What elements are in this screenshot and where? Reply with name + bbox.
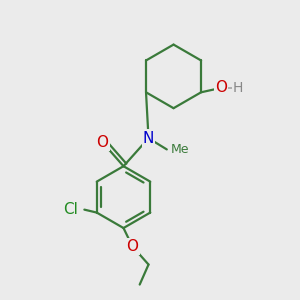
Text: H: H: [233, 81, 243, 95]
Text: O: O: [126, 239, 138, 254]
Text: N: N: [143, 131, 154, 146]
Text: Cl: Cl: [63, 202, 78, 217]
Text: O: O: [215, 80, 227, 95]
Text: Me: Me: [171, 143, 190, 156]
Text: O: O: [96, 134, 108, 149]
